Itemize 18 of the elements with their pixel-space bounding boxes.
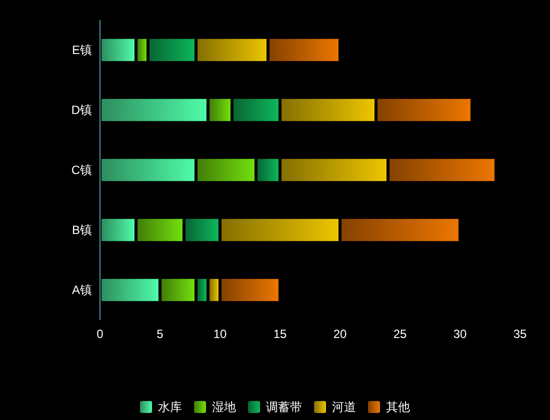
x-tick-label: 30 [453, 327, 467, 341]
legend-label: 河道 [332, 400, 356, 414]
legend-label: 调蓄带 [266, 400, 302, 414]
legend-label: 其他 [386, 400, 410, 414]
legend-label: 湿地 [212, 400, 236, 414]
x-tick-label: 5 [156, 327, 164, 341]
x-tick-label: 25 [393, 327, 407, 341]
y-tick-label: C镇 [71, 163, 92, 177]
y-tick-label: B镇 [72, 223, 92, 237]
x-tick-label: 20 [333, 327, 347, 341]
legend-label: 水库 [158, 400, 182, 414]
y-tick-label: E镇 [72, 43, 92, 57]
x-tick-label: 10 [213, 327, 227, 341]
y-tick-label: A镇 [72, 283, 92, 297]
y-tick-label: D镇 [71, 103, 92, 117]
x-tick-label: 0 [96, 327, 104, 341]
x-tick-label: 15 [273, 327, 287, 341]
x-tick-label: 35 [513, 327, 527, 341]
